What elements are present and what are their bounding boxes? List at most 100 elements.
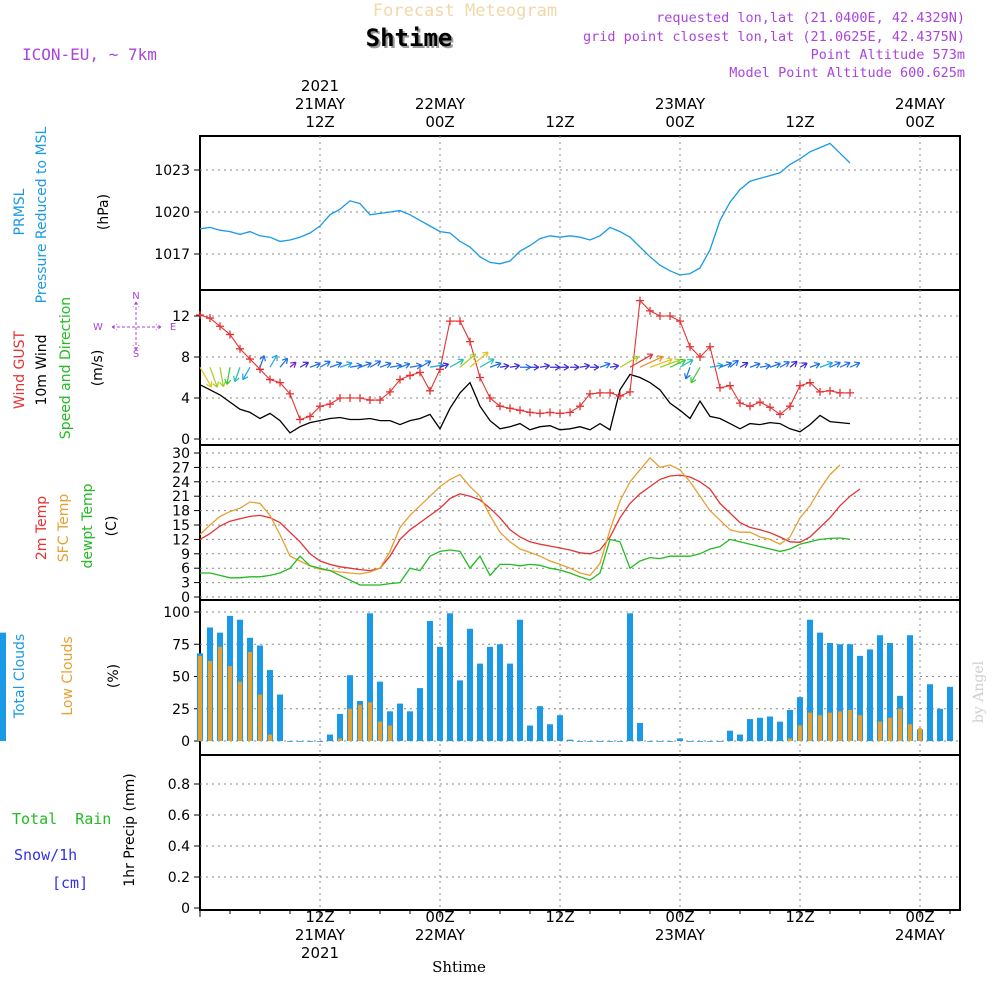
time-label: 12Z — [545, 113, 574, 131]
precip-label-snow: Snow/1h — [14, 846, 77, 864]
gust-marker — [536, 409, 544, 418]
gust-marker — [686, 342, 694, 351]
precip-label-rain: Total Rain — [12, 810, 111, 828]
gust-marker — [266, 375, 274, 384]
total-cloud-bar — [497, 644, 503, 741]
total-cloud-bar — [677, 738, 683, 741]
total-cloud-bar — [927, 684, 933, 741]
wind-vector-arrow — [419, 360, 432, 368]
time-label: 2021 — [301, 944, 339, 962]
wind-vector-arrow — [579, 362, 591, 370]
gust-marker — [486, 394, 494, 402]
total-cloud-bar — [607, 741, 613, 742]
panel-frame-clouds — [199, 599, 961, 756]
wind-gust-line — [199, 299, 850, 421]
gust-marker — [606, 388, 614, 397]
y-tick-label-clouds: 25 — [172, 702, 190, 718]
wind-vector-arrow — [599, 361, 611, 369]
wind-vector-arrow — [329, 361, 343, 368]
gust-marker — [846, 388, 854, 397]
gust-marker — [816, 387, 824, 396]
low-cloud-bar — [268, 734, 272, 741]
station-title-shadow: Shtime — [368, 26, 455, 54]
low-cloud-bar — [878, 721, 882, 741]
wind-vector-arrow — [530, 363, 540, 371]
wind-vector-arrow — [789, 360, 798, 368]
total-cloud-bar — [637, 722, 643, 741]
precip-label-cm: [cm] — [52, 874, 88, 892]
gust-marker — [376, 396, 384, 405]
time-label: 00Z — [425, 113, 454, 131]
cloud-label-low: Low Clouds — [60, 636, 76, 715]
wind-vector-arrow — [849, 361, 861, 368]
low-cloud-bar — [338, 738, 342, 741]
total-cloud-bar — [577, 741, 583, 742]
wind-vector-arrow — [509, 362, 521, 370]
gust-marker — [476, 373, 484, 382]
gust-marker — [286, 389, 294, 398]
wind-speed-line — [199, 373, 851, 434]
y-tick-label-wind: 8 — [181, 350, 190, 366]
total-cloud-bar — [277, 694, 283, 741]
total-cloud-bar — [447, 613, 453, 741]
wind-vector-arrow — [259, 355, 266, 368]
y-tick-label-clouds: 75 — [172, 637, 190, 653]
wind-vector-arrow — [489, 361, 502, 369]
total-cloud-bar — [397, 703, 403, 741]
total-cloud-bar — [287, 741, 293, 742]
wind-vector-arrow — [550, 363, 561, 371]
y-tick-label-temp: 24 — [172, 475, 190, 491]
gust-marker — [276, 378, 284, 387]
gust-marker — [346, 394, 354, 402]
total-cloud-bar — [507, 663, 513, 741]
total-cloud-bar — [457, 680, 463, 741]
wind-vector-arrow — [309, 361, 321, 369]
total-cloud-bar — [427, 621, 433, 741]
wind-vector-arrow — [629, 353, 654, 368]
total-cloud-bar — [337, 713, 343, 741]
y-tick-label-precip: 0 — [181, 901, 190, 917]
gust-marker — [616, 391, 624, 400]
wind-vector-arrow — [679, 359, 694, 368]
gust-marker — [336, 394, 344, 402]
wind-vector-arrow — [289, 361, 297, 368]
wind-vector-arrow — [439, 362, 450, 370]
gust-marker — [466, 337, 474, 346]
wind-vector-arrow — [779, 361, 790, 368]
wind-plot — [196, 296, 861, 434]
wind-vector-arrow — [459, 353, 477, 368]
gust-marker — [296, 415, 304, 424]
total-cloud-bar — [597, 741, 603, 742]
total-cloud-bar — [587, 741, 593, 742]
total-cloud-bar — [777, 721, 783, 741]
wind-vector-arrow — [560, 363, 570, 371]
wind-vector-arrow — [709, 362, 724, 370]
total-cloud-bar — [657, 741, 663, 742]
total-cloud-bar — [437, 646, 443, 741]
wind-vector-arrow — [809, 361, 821, 369]
low-cloud-bar — [908, 724, 912, 741]
total-cloud-bar — [237, 619, 243, 741]
low-cloud-bar — [238, 681, 242, 741]
gust-marker — [496, 402, 504, 411]
time-label: 22MAY — [415, 95, 466, 113]
gust-marker — [806, 378, 814, 387]
gust-marker — [316, 402, 324, 411]
low-cloud-bar — [198, 655, 202, 741]
low-cloud-bar — [258, 694, 262, 741]
gust-marker — [386, 387, 394, 396]
y-tick-label-precip: 0.6 — [168, 808, 190, 824]
gust-marker — [546, 408, 554, 417]
wind-vector-arrow — [570, 363, 580, 371]
y-tick-label-pressure: 1020 — [154, 205, 190, 221]
gust-marker — [326, 400, 334, 409]
low-cloud-bar — [828, 712, 832, 741]
y-tick-label-pressure: 1023 — [154, 163, 190, 179]
y-tick-label-temp: 6 — [181, 561, 190, 577]
gust-marker — [796, 381, 804, 390]
total-cloud-bar — [297, 741, 303, 742]
total-cloud-bar — [627, 613, 633, 741]
total-cloud-bar — [567, 739, 573, 741]
total-cloud-bar — [0, 686, 6, 741]
total-cloud-bar — [417, 688, 423, 741]
